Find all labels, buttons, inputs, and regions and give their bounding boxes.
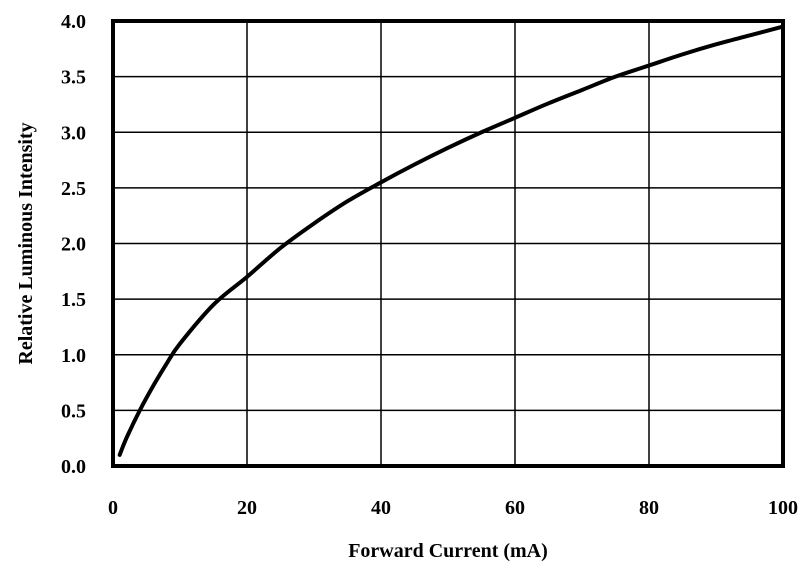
- y-tick-labels: 0.0 0.5 1.0 1.5 2.0 2.5 3.0 3.5 4.0: [61, 11, 86, 478]
- y-tick-label: 3.5: [61, 67, 86, 89]
- y-tick-label: 4.0: [61, 11, 86, 33]
- series-layer: [117, 24, 785, 457]
- y-axis-title: Relative Luminous Intensity: [15, 122, 37, 364]
- series-line-1: [117, 24, 785, 457]
- plot-frame: [111, 19, 785, 468]
- x-tick-label: 100: [768, 497, 798, 519]
- y-tick-label: 2.5: [61, 178, 86, 200]
- x-tick-label: 80: [639, 497, 659, 519]
- y-tick-label: 0.0: [61, 456, 86, 478]
- x-tick-label: 20: [237, 497, 257, 519]
- y-tick-label: 2.0: [61, 234, 86, 256]
- y-tick-label: 1.5: [61, 289, 86, 311]
- x-tick-labels: 0 20 40 60 80 100: [108, 497, 798, 519]
- x-tick-label: 0: [108, 497, 118, 519]
- x-tick-label: 40: [371, 497, 391, 519]
- x-axis-title: Forward Current (mA): [348, 540, 548, 562]
- y-tick-label: 1.0: [61, 345, 86, 367]
- y-tick-label: 3.0: [61, 122, 86, 144]
- y-tick-label: 0.5: [61, 400, 86, 422]
- grid-lines: [113, 21, 783, 466]
- x-tick-label: 60: [505, 497, 525, 519]
